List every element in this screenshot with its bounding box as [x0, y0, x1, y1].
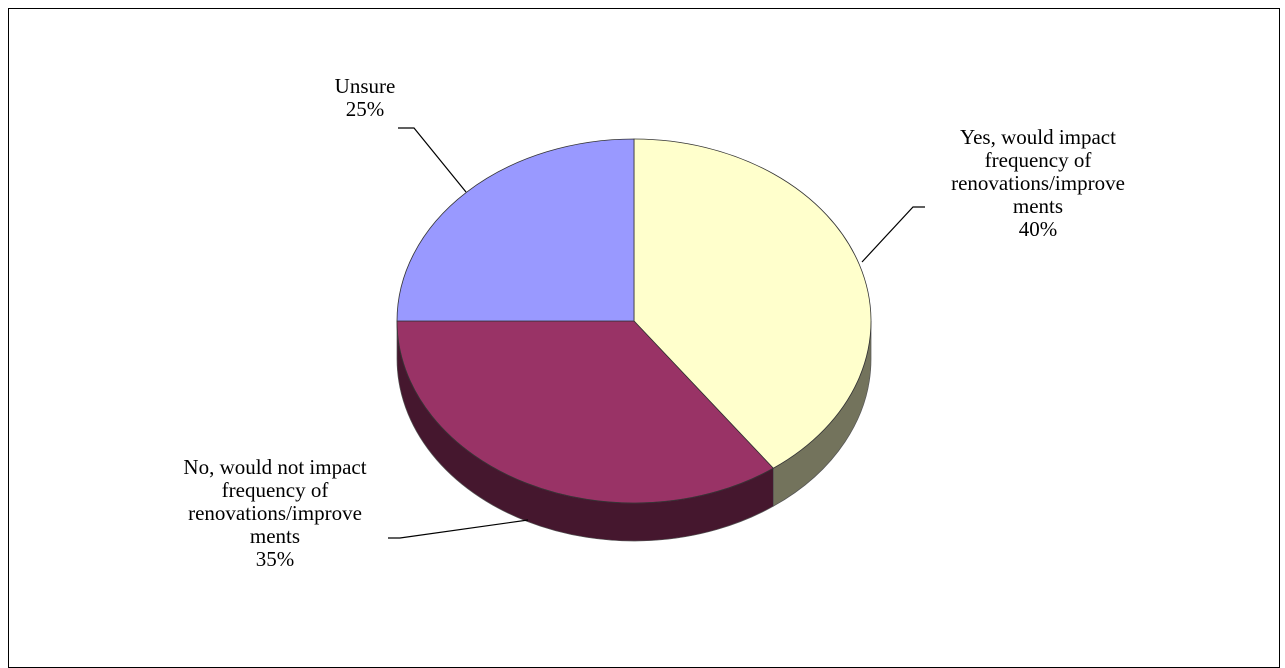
slice-label-yes-line-1: Yes, would impact: [960, 125, 1116, 149]
slice-label-no-line-3: renovations/improve: [188, 501, 362, 525]
pie-slice-yes: [633, 138, 872, 469]
slice-value-unsure: 25%: [345, 97, 385, 121]
slice-label-yes-line-3: renovations/improve: [951, 171, 1125, 195]
slice-label-yes-line-2: frequency of: [984, 148, 1092, 172]
leader-line-no: [388, 519, 529, 539]
slice-label-yes-line-4: ments: [1012, 194, 1064, 218]
slice-label-yes: Yes, would impact frequency of renovatio…: [918, 126, 1158, 241]
pie-slice-no: [396, 320, 774, 504]
slice-value-yes: 40%: [1018, 217, 1058, 241]
slice-label-unsure-line-1: Unsure: [334, 74, 396, 98]
leader-line-unsure: [398, 127, 467, 193]
slice-label-unsure: Unsure 25%: [315, 75, 415, 121]
slice-value-no: 35%: [255, 547, 295, 571]
leader-line-yes: [861, 206, 925, 263]
slice-label-no: No, would not impact frequency of renova…: [150, 456, 400, 571]
slice-label-no-line-1: No, would not impact: [183, 455, 367, 479]
pie-chart: [388, 127, 925, 542]
pie-slice-unsure: [396, 138, 635, 322]
slice-label-no-line-4: ments: [249, 524, 301, 548]
slice-label-no-line-2: frequency of: [221, 478, 329, 502]
